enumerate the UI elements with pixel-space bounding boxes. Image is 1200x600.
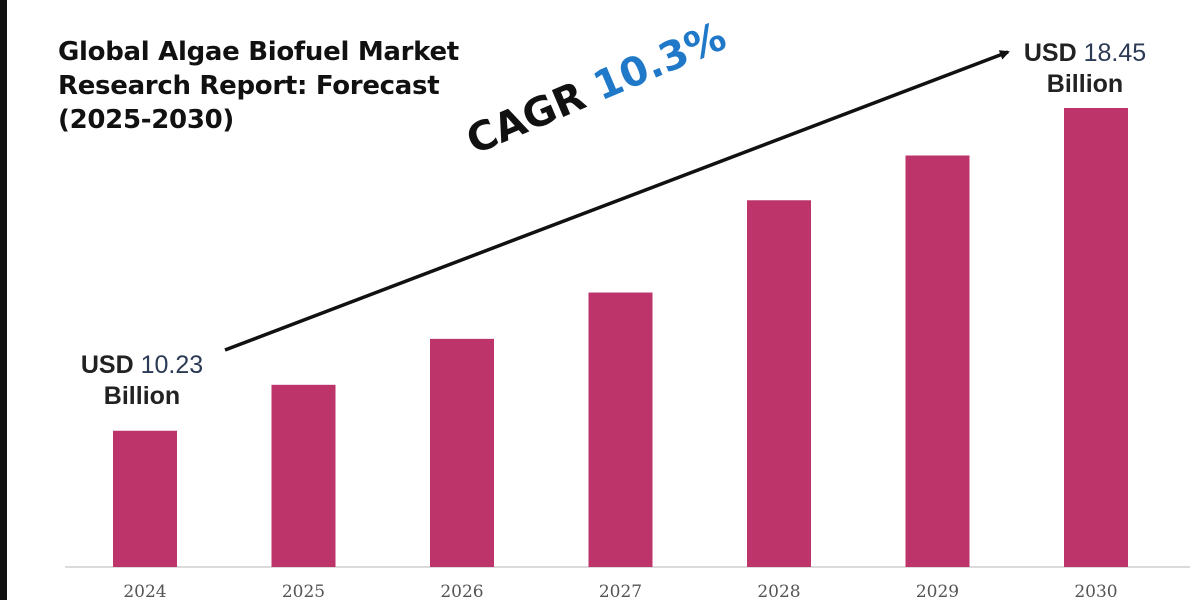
start-prefix: USD: [80, 351, 134, 379]
end-prefix: USD: [1023, 39, 1077, 67]
bar-2030: [1064, 107, 1128, 568]
x-tick-label: 2030: [1074, 582, 1117, 600]
trend-arrow: [224, 50, 1010, 352]
x-tick-label: 2026: [440, 582, 483, 600]
x-tick-label: 2027: [599, 582, 642, 600]
x-tick-label: 2024: [123, 582, 166, 600]
bar-2029: [905, 155, 970, 567]
end-value: 18.45: [1083, 39, 1147, 67]
bar-2027: [588, 292, 653, 567]
bar-2028: [747, 200, 811, 567]
bar-2026: [430, 338, 494, 567]
end-value-label: USD 18.45 Billion: [1005, 38, 1165, 100]
bar-2025: [271, 384, 336, 567]
start-value-label: USD 10.23 Billion: [62, 350, 222, 412]
start-suffix: Billion: [103, 382, 181, 410]
x-tick-label: 2025: [282, 582, 325, 600]
left-border: [0, 0, 7, 600]
start-value: 10.23: [140, 351, 204, 379]
x-tick-label: 2028: [757, 582, 800, 600]
end-suffix: Billion: [1046, 70, 1124, 98]
x-tick-label: 2029: [916, 582, 959, 600]
bar-2024: [113, 430, 177, 567]
chart-title: Global Algae Biofuel Market Research Rep…: [58, 35, 488, 137]
title-text: Global Algae Biofuel Market Research Rep…: [58, 37, 459, 135]
